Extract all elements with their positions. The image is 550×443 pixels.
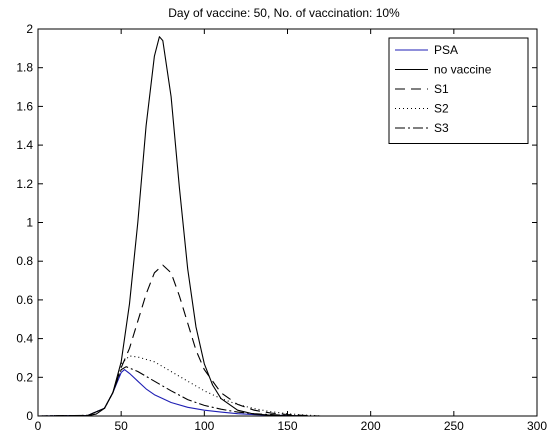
- x-tick-label: 300: [527, 419, 547, 433]
- series-line-s2: [37, 355, 537, 417]
- legend-label: S3: [434, 121, 449, 135]
- y-tick-label: 1.8: [16, 61, 33, 75]
- y-tick-label: 1: [26, 216, 33, 230]
- legend-label: S2: [434, 102, 449, 116]
- y-tick-label: 0.2: [16, 370, 33, 384]
- legend-label: no vaccine: [434, 63, 492, 77]
- x-tick-label: 150: [277, 419, 297, 433]
- y-tick-label: 1.4: [16, 138, 33, 152]
- y-tick-label: 1.6: [16, 99, 33, 113]
- series-line-s3: [37, 366, 537, 417]
- x-tick-label: 100: [194, 419, 214, 433]
- y-tick-label: 0.6: [16, 293, 33, 307]
- legend-label: S1: [434, 82, 449, 96]
- legend-box: [388, 37, 529, 144]
- y-tick-label: 1.2: [16, 177, 33, 191]
- y-tick-label: 0.8: [16, 254, 33, 268]
- x-tick-label: 200: [361, 419, 381, 433]
- y-tick-label: 0.4: [16, 332, 33, 346]
- legend: PSA no vaccine S1 S2 S3: [388, 37, 529, 144]
- x-tick-label: 50: [114, 419, 128, 433]
- x-tick-label: 250: [444, 419, 464, 433]
- chart-title: Day of vaccine: 50, No. of vaccination: …: [168, 6, 400, 20]
- y-tick-label: 2: [26, 22, 33, 36]
- legend-label: PSA: [434, 43, 458, 57]
- y-tick-label: 0: [26, 409, 33, 423]
- x-tick-label: 0: [35, 419, 42, 433]
